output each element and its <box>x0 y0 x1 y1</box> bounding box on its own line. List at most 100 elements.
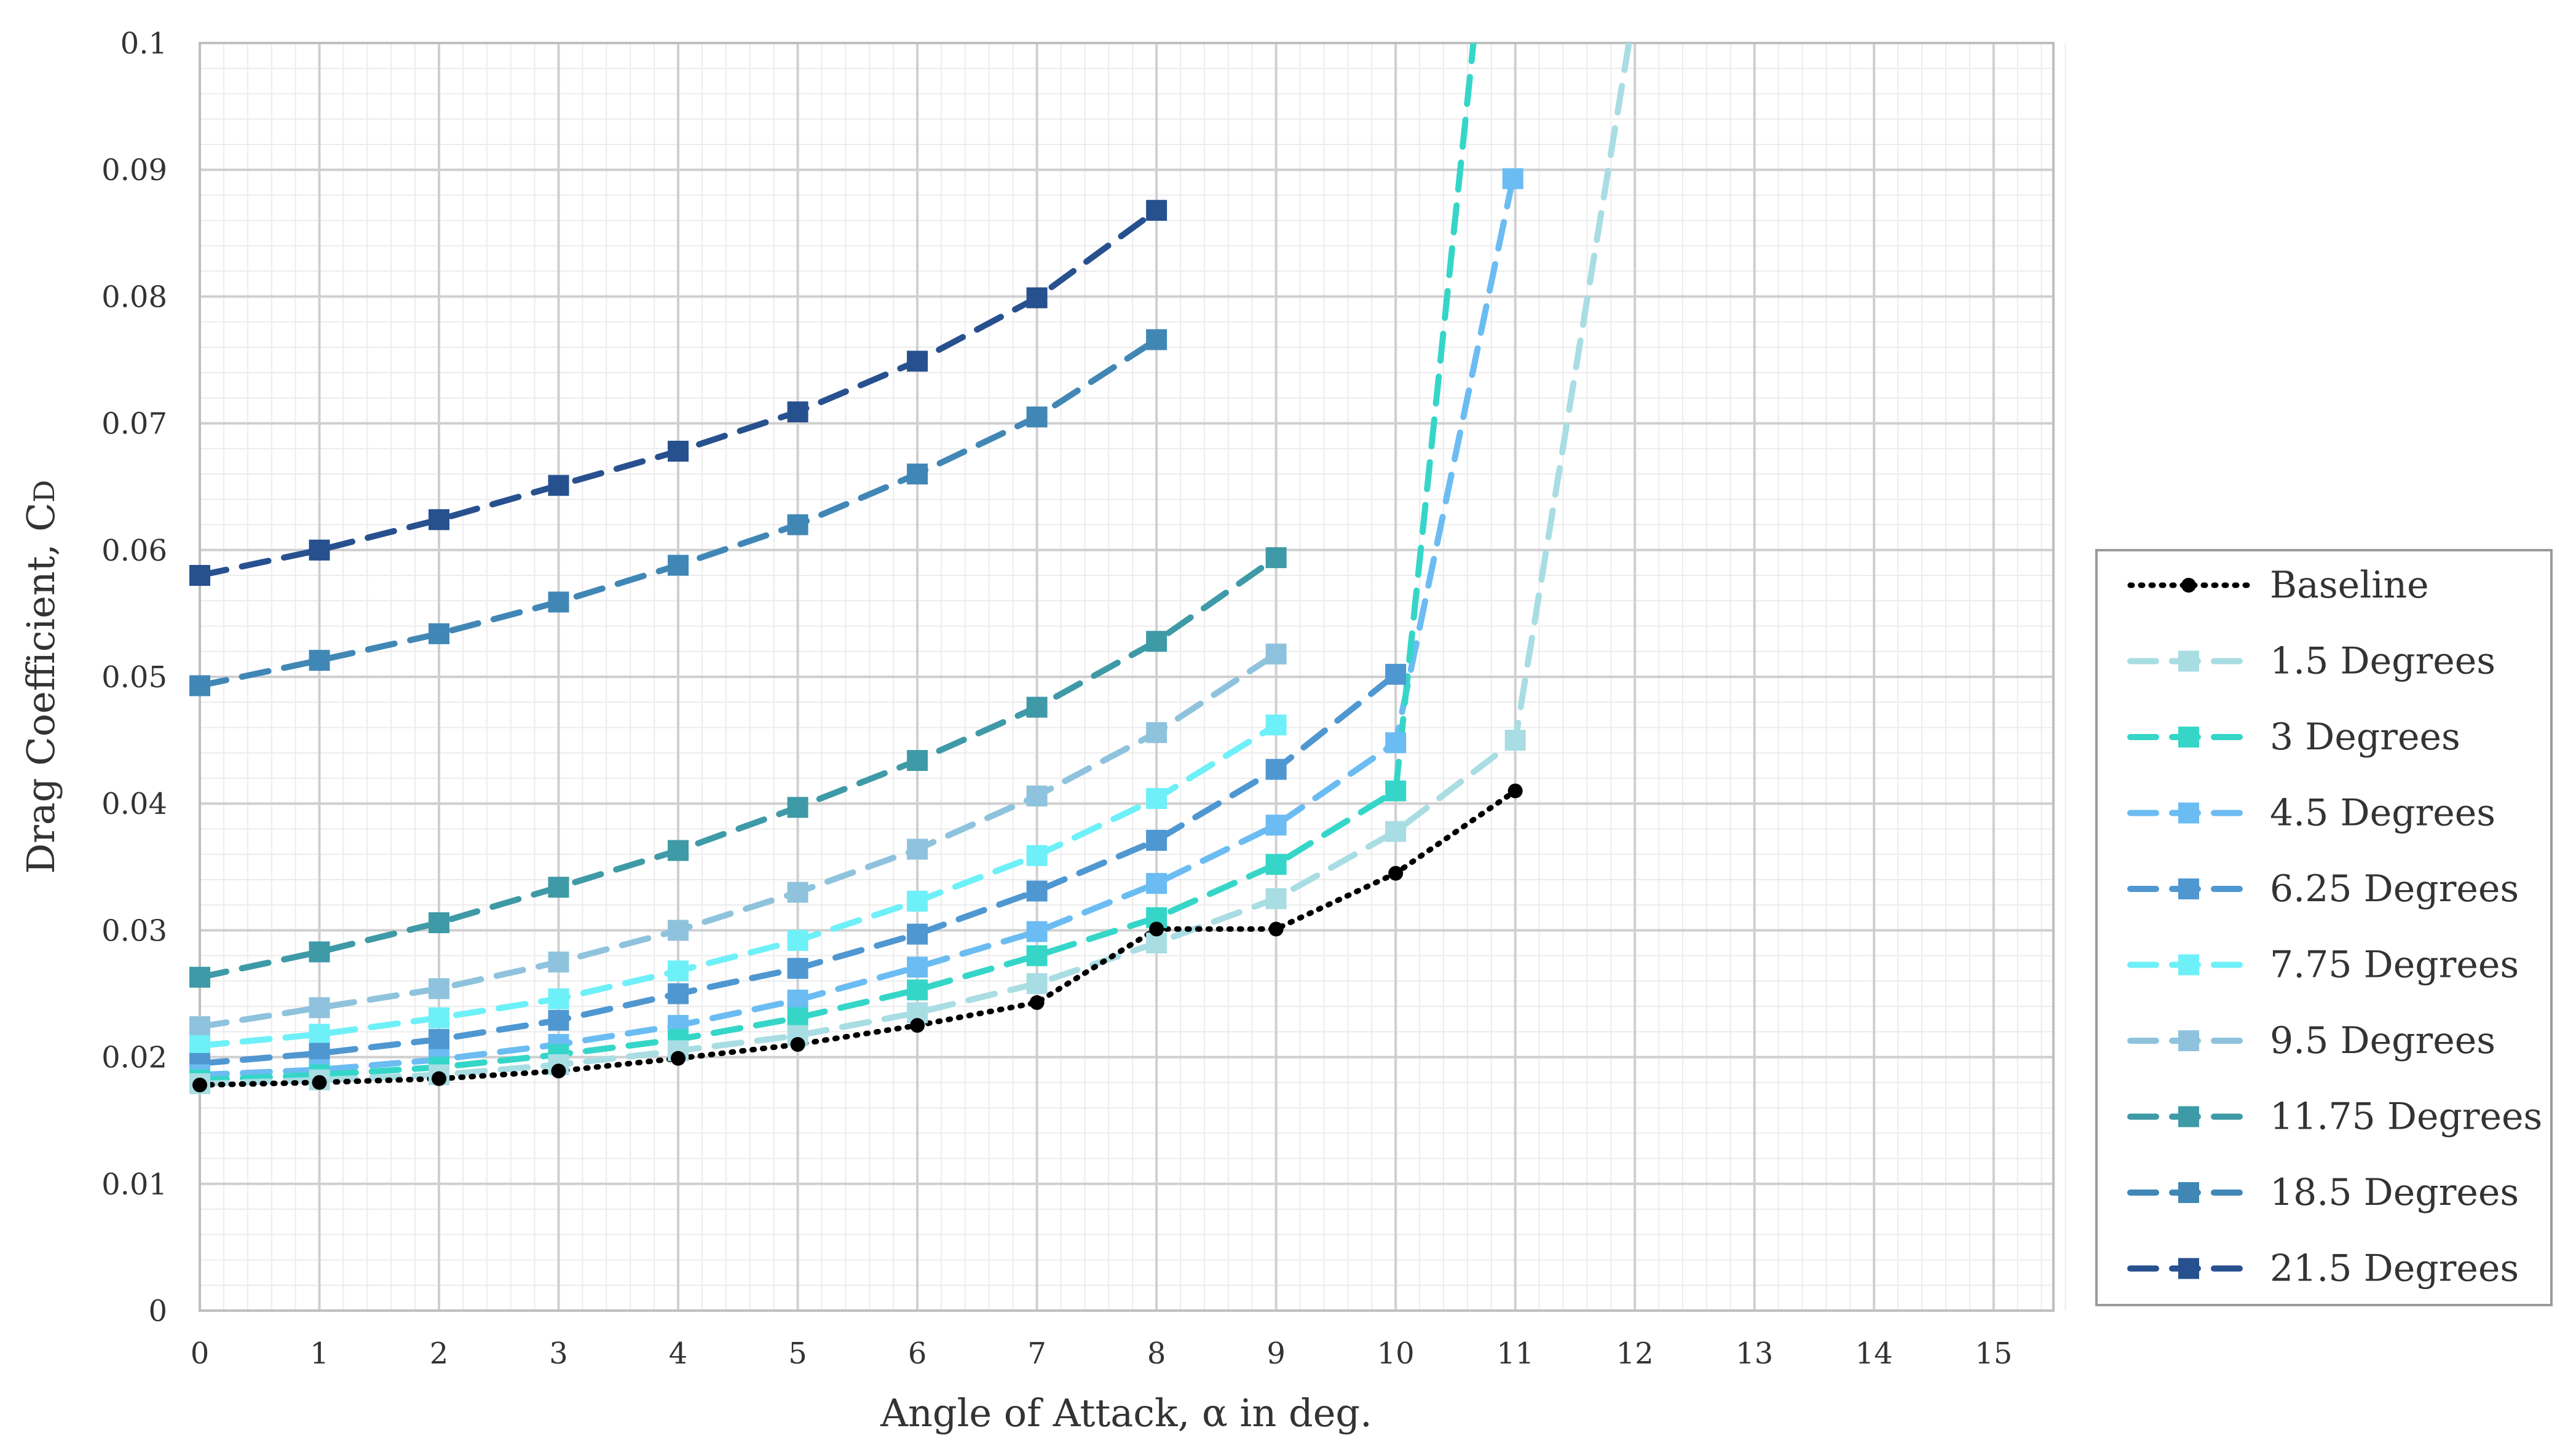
legend-item-21-5-degrees: 21.5 Degrees <box>2127 1247 2519 1290</box>
legend-label: 3 Degrees <box>2270 716 2460 759</box>
x-tick-label: 1 <box>310 1336 329 1371</box>
data-point-9-5-degrees <box>1146 722 1167 743</box>
y-axis-title: Drag Coefficient, CD <box>18 480 63 874</box>
data-point-9-5-degrees <box>907 838 928 860</box>
x-tick-label: 11 <box>1496 1336 1534 1371</box>
x-tick-label: 4 <box>669 1336 688 1371</box>
data-point-7-75-degrees <box>429 1007 450 1028</box>
legend-item-11-75-degrees: 11.75 Degrees <box>2127 1095 2542 1138</box>
data-point-9-5-degrees <box>309 997 330 1019</box>
data-point-18-5-degrees <box>1146 329 1167 350</box>
legend-label: 11.75 Degrees <box>2270 1095 2542 1138</box>
data-point-11-75-degrees <box>1146 631 1167 652</box>
data-point-baseline <box>432 1071 447 1086</box>
y-tick-label: 0.07 <box>101 407 167 441</box>
y-tick-label: 0.05 <box>101 660 167 695</box>
data-point-4-5-degrees <box>1026 921 1048 942</box>
y-tick-label: 0.04 <box>101 787 167 821</box>
data-point-18-5-degrees <box>309 650 330 671</box>
data-point-baseline <box>192 1077 207 1092</box>
data-point-21-5-degrees <box>787 401 808 423</box>
x-tick-label: 5 <box>788 1336 807 1371</box>
data-point-9-5-degrees <box>189 1016 210 1038</box>
data-point-11-75-degrees <box>189 966 210 988</box>
y-axis-title-main: Drag Coefficient, C <box>18 502 63 874</box>
data-point-18-5-degrees <box>907 464 928 485</box>
data-point-21-5-degrees <box>429 509 450 531</box>
data-point-6-25-degrees <box>1146 829 1167 851</box>
data-point-baseline <box>1507 783 1523 799</box>
data-point-7-75-degrees <box>907 890 928 912</box>
x-tick-label: 12 <box>1616 1336 1654 1371</box>
x-tick-label: 15 <box>1975 1336 2012 1371</box>
data-point-21-5-degrees <box>548 475 569 496</box>
data-point-18-5-degrees <box>429 623 450 644</box>
data-point-7-75-degrees <box>668 960 689 982</box>
data-point-6-25-degrees <box>787 958 808 979</box>
data-point-21-5-degrees <box>668 440 689 462</box>
data-point-21-5-degrees <box>309 539 330 561</box>
data-point-baseline <box>1268 921 1284 937</box>
data-point-4-5-degrees <box>787 989 808 1011</box>
data-point-1-5-degrees <box>1504 730 1526 751</box>
series-line-4-5-degrees <box>200 175 1516 1078</box>
legend-swatch-marker <box>2181 578 2196 593</box>
data-point-11-75-degrees <box>668 840 689 861</box>
legend-swatch-marker <box>2178 954 2199 976</box>
series-line-9-5-degrees <box>200 650 1279 1030</box>
legend-label: Baseline <box>2270 564 2429 607</box>
x-axis-ticks: 0 1 2 3 4 5 6 7 8 9 10 11 12 13 14 15 <box>191 1336 2013 1371</box>
legend-label: 6.25 Degrees <box>2270 867 2519 910</box>
legend-item-6-25-degrees: 6.25 Degrees <box>2127 867 2519 910</box>
data-point-18-5-degrees <box>1026 406 1048 428</box>
y-axis-title-subscript: D <box>28 480 61 503</box>
legend-swatch-marker <box>2178 727 2199 748</box>
legend-item-1-5-degrees: 1.5 Degrees <box>2127 640 2495 683</box>
data-point-9-5-degrees <box>787 882 808 903</box>
legend-label: 18.5 Degrees <box>2270 1171 2519 1214</box>
series-line-11-75-degrees <box>200 554 1279 980</box>
data-point-baseline <box>551 1063 566 1079</box>
y-tick-label: 0.06 <box>101 534 167 568</box>
data-point-6-25-degrees <box>1026 880 1048 902</box>
data-point-7-75-degrees <box>1146 787 1167 809</box>
y-tick-label: 0.1 <box>121 26 167 61</box>
data-point-4-5-degrees <box>1502 168 1523 189</box>
data-point-21-5-degrees <box>1026 287 1048 309</box>
legend-item-9-5-degrees: 9.5 Degrees <box>2127 1019 2495 1062</box>
x-tick-label: 2 <box>430 1336 449 1371</box>
data-point-7-75-degrees <box>1026 845 1048 866</box>
data-point-18-5-degrees <box>787 514 808 535</box>
legend-label: 7.75 Degrees <box>2270 944 2519 987</box>
data-point-baseline <box>671 1051 686 1066</box>
data-point-4-5-degrees <box>1146 873 1167 894</box>
data-point-9-5-degrees <box>1265 643 1287 665</box>
legend-label: 9.5 Degrees <box>2270 1019 2495 1062</box>
legend-swatch-marker <box>2178 802 2199 824</box>
legend-box <box>2095 549 2553 1306</box>
series-line-3-degrees <box>200 43 1477 1083</box>
data-point-11-75-degrees <box>429 912 450 934</box>
data-point-6-25-degrees <box>907 923 928 945</box>
data-point-baseline <box>1029 995 1045 1010</box>
data-point-7-75-degrees <box>787 929 808 951</box>
data-point-18-5-degrees <box>548 591 569 613</box>
y-axis-ticks: 0 0.01 0.02 0.03 0.04 0.05 0.06 0.07 0.08 0.09 0.1 <box>101 26 167 1328</box>
data-point-11-75-degrees <box>787 797 808 818</box>
data-point-3-degrees <box>1265 854 1287 875</box>
data-point-11-75-degrees <box>1265 547 1287 569</box>
y-tick-label: 0.08 <box>101 280 167 314</box>
x-tick-label: 14 <box>1855 1336 1893 1371</box>
legend-swatch-marker <box>2178 878 2199 899</box>
data-point-3-degrees <box>1385 780 1407 802</box>
data-point-7-75-degrees <box>189 1035 210 1057</box>
data-point-4-5-degrees <box>1265 815 1287 836</box>
x-tick-label: 0 <box>191 1336 210 1371</box>
data-point-9-5-degrees <box>1026 785 1048 807</box>
data-point-4-5-degrees <box>1385 732 1407 754</box>
data-point-baseline <box>1388 866 1404 881</box>
data-point-1-5-degrees <box>1385 821 1407 842</box>
y-tick-label: 0.01 <box>101 1167 167 1202</box>
x-tick-label: 10 <box>1377 1336 1415 1371</box>
